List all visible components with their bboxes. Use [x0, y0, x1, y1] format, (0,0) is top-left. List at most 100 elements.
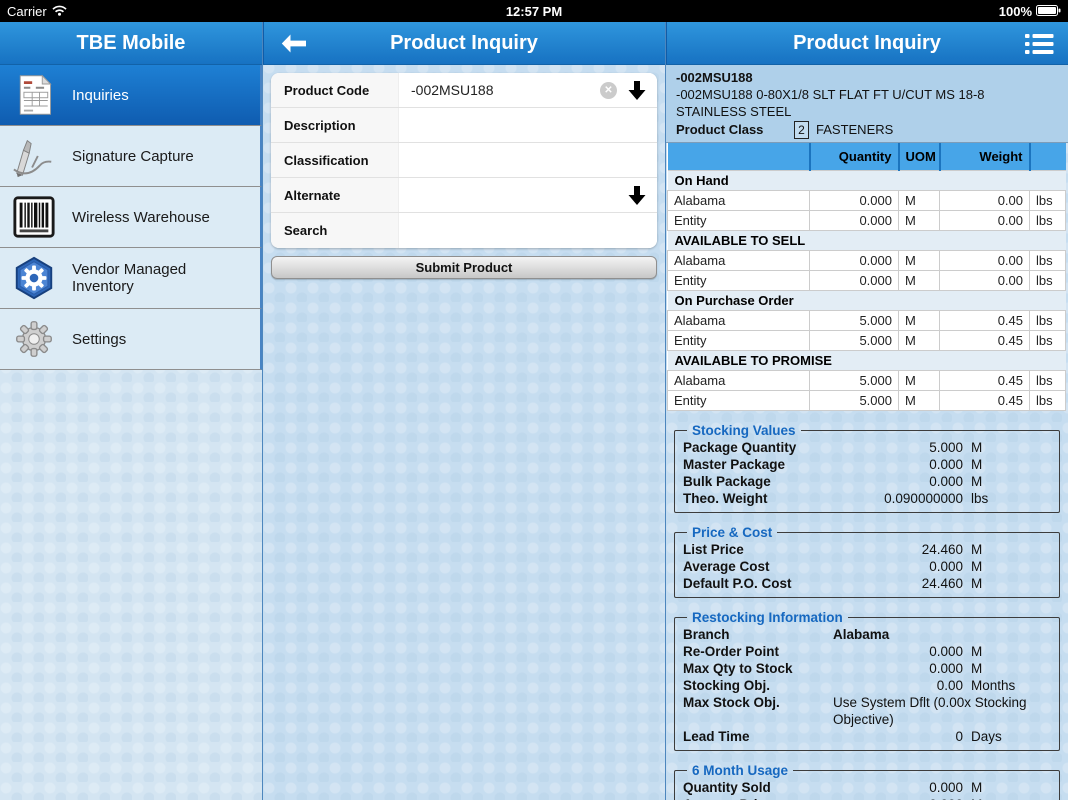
- dropdown-arrow-icon[interactable]: [627, 80, 647, 100]
- quantity-cell: 5.000: [809, 309, 899, 331]
- column-header: [1029, 143, 1066, 170]
- detail-label: Bulk Package: [683, 473, 771, 489]
- detail-label: Master Package: [683, 456, 786, 472]
- detail-row: Max Stock Obj. Use System Dflt (0.00x Sto…: [683, 694, 1051, 728]
- uom-cell: M: [898, 329, 940, 351]
- detail-value: 5.000: [929, 439, 963, 455]
- sidebar-item-signature-capture[interactable]: Signature Capture: [0, 126, 262, 187]
- branch-cell: Entity: [667, 329, 810, 351]
- branch-cell: Entity: [667, 209, 810, 231]
- table-row: Entity 5.000 M 0.45 lbs: [667, 329, 1066, 351]
- detail-value: Alabama: [833, 626, 890, 642]
- carrier-label: Carrier: [7, 3, 47, 19]
- fieldset-legend: Stocking Values: [692, 422, 796, 438]
- sidebar-item-inquiries[interactable]: Inquiries: [0, 65, 262, 126]
- quantity-cell: 0.000: [809, 269, 899, 291]
- table-row: Alabama 5.000 M 0.45 lbs: [667, 369, 1066, 391]
- detail-row: Stocking Obj. 0.00 Months: [683, 677, 1051, 694]
- detail-value: 0.000: [929, 643, 963, 659]
- quantity-cell: 5.000: [809, 389, 899, 411]
- field-label: Search: [271, 213, 399, 248]
- sidebar-item-settings[interactable]: Settings: [0, 309, 262, 370]
- detail-row: List Price 24.460 M: [683, 541, 1051, 558]
- list-icon[interactable]: [1024, 33, 1054, 55]
- detail-row: Max Qty to Stock 0.000 M: [683, 660, 1051, 677]
- detail-unit: M: [971, 660, 983, 676]
- sidebar-header: TBE Mobile: [0, 22, 262, 65]
- section-title: AVAILABLE TO PROMISE: [667, 349, 1066, 371]
- inquiries-document-icon: [10, 71, 58, 119]
- uom-cell: M: [898, 269, 940, 291]
- weight-uom-cell: lbs: [1029, 209, 1066, 231]
- sidebar-menu: Inquiries Signature Capture Wireless Wareh…: [0, 65, 262, 370]
- detail-unit: M: [971, 779, 983, 795]
- field-label: Alternate: [271, 178, 399, 212]
- detail-value: 0: [955, 728, 963, 744]
- table-row: Entity 0.000 M 0.00 lbs: [667, 269, 1066, 291]
- weight-uom-cell: lbs: [1029, 269, 1066, 291]
- table-section-row: On Hand: [667, 169, 1066, 191]
- submit-product-button[interactable]: Submit Product: [271, 256, 657, 279]
- product-inquiry-form-panel: Product Inquiry Product Code -002MSU188 ✕ D…: [262, 22, 665, 800]
- detail-unit: M: [971, 575, 983, 591]
- branch-cell: Alabama: [667, 189, 810, 211]
- detail-unit: M: [963, 796, 1051, 800]
- detail-value: 24.460: [921, 575, 963, 591]
- detail-value: Use System Dflt (0.00x Stocking Objectiv…: [833, 694, 1027, 727]
- search-input[interactable]: [399, 213, 657, 248]
- sidebar-item-vendor-managed-inventory[interactable]: Vendor Managed Inventory: [0, 248, 262, 309]
- result-panel-title: Product Inquiry: [793, 31, 941, 54]
- branch-cell: Alabama: [667, 249, 810, 271]
- field-value: -002MSU188: [411, 82, 494, 98]
- column-header: UOM: [898, 143, 941, 170]
- weight-cell: 0.45: [939, 369, 1030, 391]
- product-class-code: 2: [794, 121, 809, 139]
- sidebar: TBE Mobile Inquiries Signature Capture Wir…: [0, 22, 262, 800]
- column-header: [667, 143, 811, 170]
- detail-value: 0.090000000: [884, 490, 963, 506]
- product-description: -002MSU188 0-80X1/8 SLT FLAT FT U/CUT MS…: [676, 87, 985, 119]
- detail-label: Theo. Weight: [683, 490, 768, 506]
- detail-value: 0.000: [929, 473, 963, 489]
- description-input[interactable]: [399, 108, 657, 142]
- fieldset-stocking-values: Stocking Values Package Quantity 5.000 M Mas…: [674, 422, 1060, 513]
- detail-unit: Days: [971, 728, 1002, 744]
- quantity-cell: 0.000: [809, 189, 899, 211]
- detail-unit: M: [971, 473, 983, 489]
- branch-cell: Alabama: [667, 309, 810, 331]
- product-search-form: Product Code -002MSU188 ✕ Description Classi…: [271, 73, 657, 248]
- back-arrow-icon[interactable]: [281, 34, 307, 53]
- weight-cell: 0.00: [939, 189, 1030, 211]
- detail-label: Average Price: [683, 796, 833, 800]
- alternate-input[interactable]: [399, 178, 657, 212]
- branch-cell: Entity: [667, 269, 810, 291]
- detail-label: Package Quantity: [683, 439, 797, 455]
- result-panel-header: Product Inquiry: [666, 22, 1068, 65]
- uom-cell: M: [898, 209, 940, 231]
- barcode-icon: [10, 193, 58, 241]
- table-row: Entity 0.000 M 0.00 lbs: [667, 209, 1066, 231]
- section-title: AVAILABLE TO SELL: [667, 229, 1066, 251]
- detail-unit: M: [971, 456, 983, 472]
- dropdown-arrow-icon[interactable]: [627, 185, 647, 205]
- branch-cell: Entity: [667, 389, 810, 411]
- detail-row: Branch Alabama: [683, 626, 1051, 643]
- detail-value: 0.000: [929, 779, 963, 795]
- detail-row: Master Package 0.000 M: [683, 456, 1051, 473]
- clock: 12:57 PM: [505, 3, 563, 19]
- detail-value: 0.00: [936, 677, 963, 693]
- product-inquiry-result-panel: Product Inquiry -002MSU188 -002MSU188 0-…: [665, 22, 1068, 800]
- field-label: Classification: [271, 143, 399, 177]
- settings-gear-icon: [10, 315, 58, 363]
- classification-input[interactable]: [399, 143, 657, 177]
- section-title: On Hand: [667, 169, 1066, 191]
- product-code-input[interactable]: -002MSU188 ✕: [399, 73, 657, 107]
- weight-cell: 0.45: [939, 389, 1030, 411]
- detail-unit: Months: [971, 677, 1016, 693]
- sidebar-item-wireless-warehouse[interactable]: Wireless Warehouse: [0, 187, 262, 248]
- clear-icon[interactable]: ✕: [600, 81, 617, 99]
- battery-icon: [1036, 4, 1061, 19]
- availability-table: Quantity UOM Weight On Hand Alabama 0.000 M 0.0…: [667, 143, 1066, 411]
